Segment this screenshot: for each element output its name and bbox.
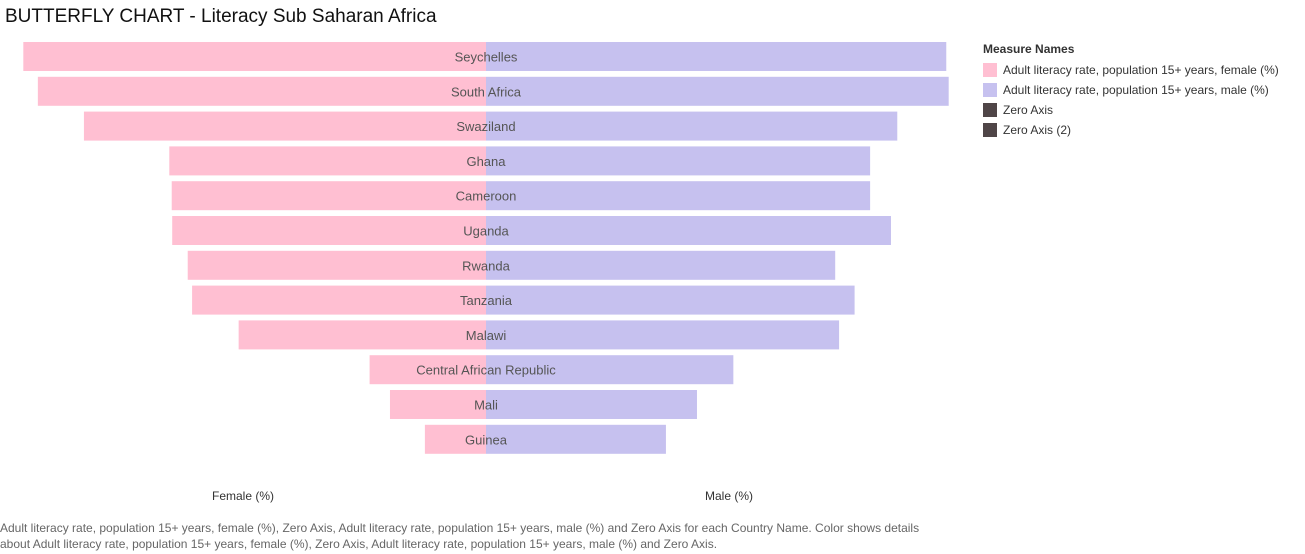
legend-label-male: Adult literacy rate, population 15+ year… xyxy=(1003,83,1269,97)
bar-male-guinea[interactable] xyxy=(486,424,666,454)
bar-female-central-african-republic[interactable] xyxy=(369,355,486,385)
category-label-uganda: Uganda xyxy=(463,224,509,239)
bar-female-south-africa[interactable] xyxy=(37,76,487,106)
bar-female-ghana[interactable] xyxy=(169,146,487,176)
legend-label-zero-axis: Zero Axis xyxy=(1003,103,1054,117)
x-axis-label-female: Female (%) xyxy=(212,489,274,503)
bar-male-malawi[interactable] xyxy=(486,320,840,350)
bar-female-seychelles[interactable] xyxy=(23,42,487,71)
bar-female-mali[interactable] xyxy=(389,390,486,419)
category-label-seychelles: Seychelles xyxy=(455,50,518,65)
bar-female-malawi[interactable] xyxy=(238,320,486,350)
category-label-central-african-republic: Central African Republic xyxy=(416,363,556,378)
legend-label-zero-axis-2: Zero Axis (2) xyxy=(1003,123,1072,137)
legend-label-female: Adult literacy rate, population 15+ year… xyxy=(1003,63,1279,77)
category-label-south-africa: South Africa xyxy=(451,84,522,99)
bar-male-swaziland[interactable] xyxy=(486,111,898,141)
legend-swatch-zero-axis xyxy=(983,103,997,117)
butterfly-chart: Seychelles South Africa Swaziland Ghana Came… xyxy=(23,42,949,503)
bar-female-swaziland[interactable] xyxy=(83,111,486,141)
bar-male-south-africa[interactable] xyxy=(486,76,949,106)
bar-male-uganda[interactable] xyxy=(486,216,891,245)
category-label-malawi: Malawi xyxy=(466,328,507,343)
bar-male-tanzania[interactable] xyxy=(486,285,855,315)
x-axis-label-male: Male (%) xyxy=(705,489,753,503)
category-label-guinea: Guinea xyxy=(465,432,508,447)
chart-caption: Adult literacy rate, population 15+ year… xyxy=(0,521,920,551)
legend-swatch-zero-axis-2 xyxy=(983,123,997,137)
category-label-cameroon: Cameroon xyxy=(456,189,517,204)
bar-male-rwanda[interactable] xyxy=(486,250,836,280)
category-label-tanzania: Tanzania xyxy=(460,293,513,308)
bar-female-tanzania[interactable] xyxy=(192,285,486,315)
bar-female-cameroon[interactable] xyxy=(171,181,486,211)
legend-item-zero-axis-2[interactable]: Zero Axis (2) xyxy=(983,120,1303,140)
legend-swatch-male xyxy=(983,83,997,97)
bar-male-ghana[interactable] xyxy=(486,146,871,176)
legend: Measure Names Adult literacy rate, popul… xyxy=(983,42,1303,140)
legend-swatch-female xyxy=(983,63,997,77)
legend-title: Measure Names xyxy=(983,42,1075,56)
category-label-ghana: Ghana xyxy=(466,154,506,169)
bar-male-cameroon[interactable] xyxy=(486,181,871,211)
bar-female-rwanda[interactable] xyxy=(187,250,486,280)
category-label-rwanda: Rwanda xyxy=(462,258,510,273)
legend-item-female[interactable]: Adult literacy rate, population 15+ year… xyxy=(983,60,1303,80)
category-label-swaziland: Swaziland xyxy=(456,119,515,134)
legend-item-zero-axis[interactable]: Zero Axis xyxy=(983,100,1303,120)
chart-title: BUTTERFLY CHART - Literacy Sub Saharan A… xyxy=(5,6,437,27)
bar-female-uganda[interactable] xyxy=(172,216,486,245)
category-label-mali: Mali xyxy=(474,398,498,413)
bar-female-guinea[interactable] xyxy=(424,424,486,454)
bar-male-central-african-republic[interactable] xyxy=(486,355,734,385)
legend-item-male[interactable]: Adult literacy rate, population 15+ year… xyxy=(983,80,1303,100)
bar-male-seychelles[interactable] xyxy=(486,42,947,71)
bar-male-mali[interactable] xyxy=(486,390,697,419)
